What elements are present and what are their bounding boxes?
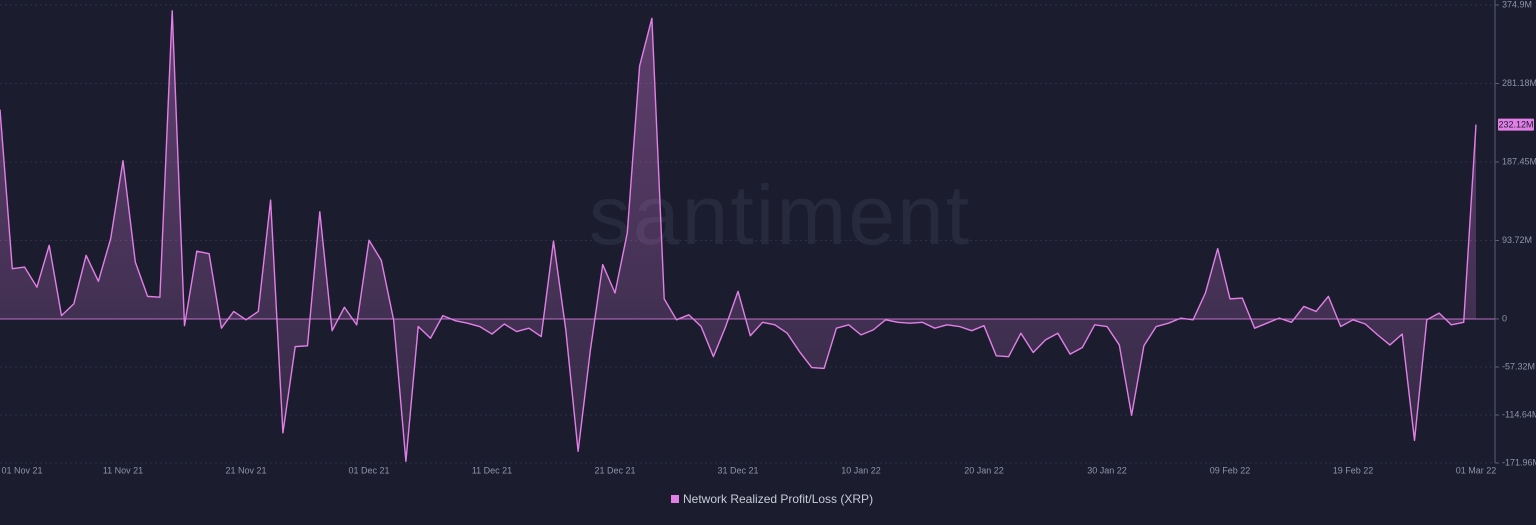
y-tick-label: 281.18M bbox=[1502, 78, 1536, 88]
x-tick-label: 19 Feb 22 bbox=[1333, 465, 1374, 475]
line bbox=[0, 10, 1477, 463]
x-tick-label: 01 Nov 21 bbox=[1, 465, 42, 475]
x-tick-label: 11 Nov 21 bbox=[103, 465, 143, 475]
x-tick-label: 09 Feb 22 bbox=[1210, 465, 1251, 475]
x-tick-label: 11 Dec 21 bbox=[472, 465, 512, 475]
legend: Network Realized Profit/Loss (XRP) bbox=[671, 492, 873, 506]
y-tick-label: -114.64M bbox=[1502, 409, 1536, 419]
x-tick-label: 10 Jan 22 bbox=[841, 465, 881, 475]
y-tick-label: 187.45M bbox=[1502, 156, 1536, 166]
legend-label: Network Realized Profit/Loss (XRP) bbox=[683, 492, 873, 506]
current-value-box bbox=[1498, 118, 1534, 131]
y-tick-label: -171.96M bbox=[1502, 457, 1536, 467]
x-tick-label: 21 Dec 21 bbox=[594, 465, 635, 475]
x-tick-label: 01 Mar 22 bbox=[1456, 465, 1497, 475]
y-tick-label: 374.9M bbox=[1502, 0, 1532, 9]
x-tick-label: 20 Jan 22 bbox=[964, 465, 1004, 475]
x-tick-label: 31 Dec 21 bbox=[717, 465, 758, 475]
x-tick-label: 01 Dec 21 bbox=[348, 465, 389, 475]
y-tick-label: 0 bbox=[1502, 313, 1507, 323]
y-tick-label: 93.72M bbox=[1502, 235, 1532, 245]
legend-swatch bbox=[671, 495, 679, 503]
current-value-label: 232.12M bbox=[1498, 119, 1533, 129]
y-tick-label: -57.32M bbox=[1502, 361, 1535, 371]
x-tick-label: 21 Nov 21 bbox=[225, 465, 266, 475]
x-tick-label: 30 Jan 22 bbox=[1087, 465, 1127, 475]
